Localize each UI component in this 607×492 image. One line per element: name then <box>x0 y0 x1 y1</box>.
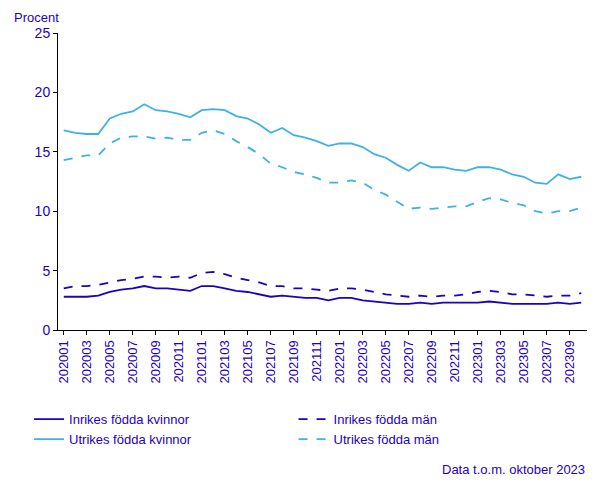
svg-text:Procent: Procent <box>14 10 59 25</box>
svg-text:Utrikes födda kvinnor: Utrikes födda kvinnor <box>69 432 192 447</box>
svg-text:10: 10 <box>35 203 51 219</box>
svg-text:202005: 202005 <box>102 340 117 383</box>
svg-text:202105: 202105 <box>240 340 255 383</box>
svg-text:20: 20 <box>35 84 51 100</box>
svg-text:202107: 202107 <box>263 340 278 383</box>
svg-text:202001: 202001 <box>56 340 71 383</box>
svg-text:202007: 202007 <box>125 340 140 383</box>
svg-text:202209: 202209 <box>424 340 439 383</box>
svg-text:202203: 202203 <box>355 340 370 383</box>
svg-text:202111: 202111 <box>309 340 324 381</box>
svg-text:202109: 202109 <box>286 340 301 383</box>
svg-text:202205: 202205 <box>378 340 393 383</box>
svg-text:202011: 202011 <box>171 340 186 382</box>
svg-text:202101: 202101 <box>194 340 209 383</box>
svg-text:Utrikes födda män: Utrikes födda män <box>334 432 440 447</box>
svg-text:15: 15 <box>35 144 51 160</box>
svg-text:202303: 202303 <box>493 340 508 383</box>
svg-text:Data t.o.m. oktober 2023: Data t.o.m. oktober 2023 <box>442 462 585 477</box>
svg-text:202201: 202201 <box>332 340 347 383</box>
svg-text:0: 0 <box>42 322 50 338</box>
svg-text:5: 5 <box>42 263 50 279</box>
svg-text:202009: 202009 <box>148 340 163 383</box>
svg-text:202301: 202301 <box>470 340 485 383</box>
svg-text:202309: 202309 <box>562 340 577 383</box>
svg-text:202207: 202207 <box>401 340 416 383</box>
svg-text:202307: 202307 <box>539 340 554 383</box>
svg-text:Inrikes födda kvinnor: Inrikes födda kvinnor <box>69 412 190 427</box>
svg-text:202103: 202103 <box>217 340 232 383</box>
svg-text:Inrikes födda män: Inrikes födda män <box>334 412 437 427</box>
svg-text:202211: 202211 <box>447 340 462 382</box>
svg-text:202003: 202003 <box>79 340 94 383</box>
svg-text:25: 25 <box>35 25 51 41</box>
svg-text:202305: 202305 <box>516 340 531 383</box>
